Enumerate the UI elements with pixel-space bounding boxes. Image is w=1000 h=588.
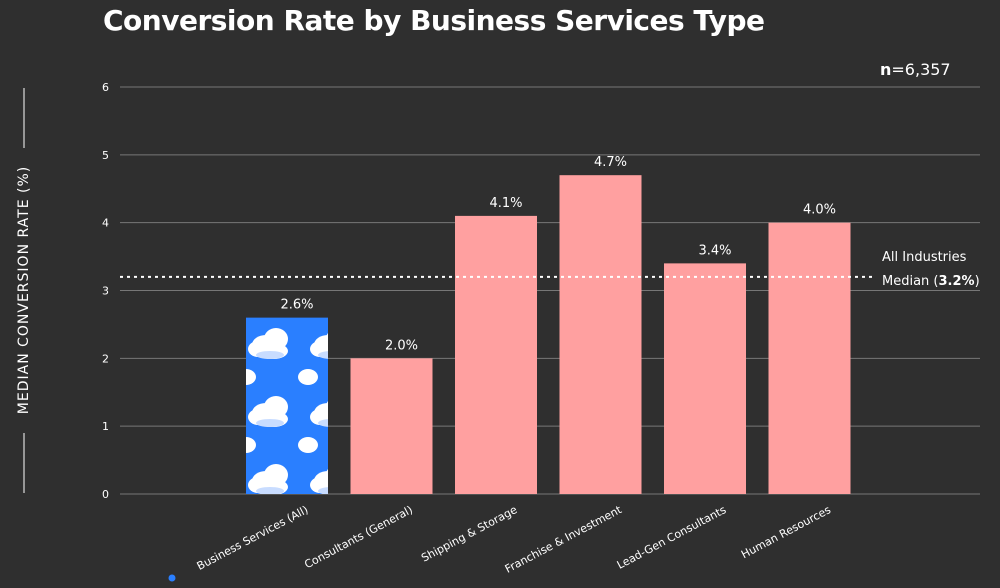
sample-size-label: n [880, 60, 892, 79]
y-tick-label: 1 [102, 420, 109, 433]
x-tick-label: Consultants (General) [302, 503, 415, 571]
bar [559, 175, 642, 494]
sample-size-value: =6,357 [891, 60, 951, 79]
y-tick-label: 5 [102, 149, 109, 162]
x-tick-label: Business Services (All) [195, 503, 311, 573]
data-label: 4.1% [489, 196, 522, 211]
bar [350, 358, 433, 494]
x-tick-label: Shipping & Storage [419, 503, 519, 565]
chart-title: Conversion Rate by Business Services Typ… [103, 4, 765, 37]
bar [664, 263, 746, 494]
reference-label-line2: Median (3.2%) [882, 274, 980, 289]
y-tick-label: 6 [102, 81, 109, 94]
bar [768, 222, 851, 494]
data-label: 2.0% [385, 338, 418, 353]
y-tick-label: 2 [102, 352, 109, 365]
y-tick-label: 4 [102, 217, 109, 230]
y-tick-label: 0 [102, 488, 109, 501]
x-tick-label: Human Resources [739, 503, 833, 561]
bar [455, 215, 537, 494]
data-label: 4.7% [594, 155, 627, 170]
reference-label-prefix: Median ( [882, 274, 939, 289]
bar-highlight [246, 317, 328, 494]
data-label: 4.0% [803, 203, 836, 218]
sample-size: n=6,357 [880, 60, 951, 79]
y-tick-label: 3 [102, 285, 109, 298]
reference-label-value: 3.2% [939, 274, 975, 289]
x-tick-label: Lead-Gen Consultants [615, 503, 729, 572]
data-label: 2.6% [280, 298, 313, 313]
legend-dot [168, 574, 176, 582]
data-label: 3.4% [698, 243, 731, 258]
x-tick-label: Franchise & Investment [503, 503, 625, 576]
reference-label-suffix: ) [975, 274, 980, 289]
reference-label-line1: All Industries [882, 250, 967, 265]
